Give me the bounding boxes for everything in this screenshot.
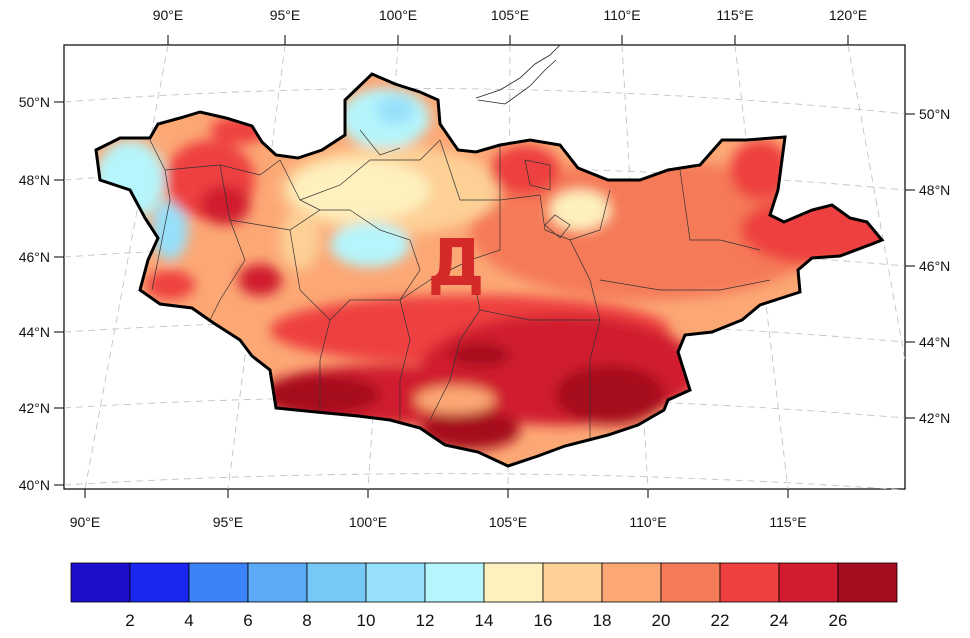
station-mark: Д xyxy=(428,227,485,301)
colorbar-swatch xyxy=(188,562,249,603)
bottom-lon-label: 115°E xyxy=(769,514,806,530)
right-lat-label: 42°N xyxy=(919,410,950,426)
top-lon-label: 105°E xyxy=(491,7,529,23)
bottom-lon-label: 110°E xyxy=(629,514,666,530)
colorbar-label: 18 xyxy=(593,611,612,630)
top-lon-label: 95°E xyxy=(270,7,301,23)
left-lat-label: 40°N xyxy=(19,477,50,493)
right-lat-label: 48°N xyxy=(919,182,950,198)
left-lat-label: 42°N xyxy=(19,400,50,416)
colorbar-label: 6 xyxy=(243,611,252,630)
bottom-lon-label: 100°E xyxy=(349,514,387,530)
right-latitude-axis: 50°N 48°N 46°N 44°N 42°N xyxy=(905,106,950,426)
colorbar-swatch xyxy=(247,562,308,603)
top-lon-label: 115°E xyxy=(716,7,753,23)
right-lat-label: 46°N xyxy=(919,258,950,274)
colorbar-label: 20 xyxy=(652,611,671,630)
colorbar-swatch xyxy=(601,562,662,603)
bottom-lon-label: 95°E xyxy=(213,514,244,530)
right-lat-label: 50°N xyxy=(919,106,950,122)
bottom-lon-label: 90°E xyxy=(70,514,101,530)
colorbar-swatch xyxy=(660,562,721,603)
top-lon-label: 110°E xyxy=(603,7,640,23)
province-boundaries xyxy=(149,129,771,440)
top-lon-label: 100°E xyxy=(379,7,417,23)
colorbar-swatch xyxy=(542,562,603,603)
right-lat-label: 44°N xyxy=(919,334,950,350)
colorbar-swatch xyxy=(424,562,485,603)
left-lat-label: 48°N xyxy=(19,172,50,188)
colorbar-swatch xyxy=(365,562,426,603)
colorbar-label: 24 xyxy=(770,611,789,630)
colorbar-swatch xyxy=(70,562,131,603)
colorbar-label: 10 xyxy=(357,611,376,630)
colorbar-label: 2 xyxy=(125,611,134,630)
left-lat-label: 46°N xyxy=(19,249,50,265)
left-lat-label: 44°N xyxy=(19,324,50,340)
colorbar-label: 22 xyxy=(711,611,730,630)
bottom-longitude-axis: 90°E 95°E 100°E 105°E 110°E 115°E xyxy=(70,489,807,530)
colorbar-swatch xyxy=(483,562,544,603)
colorbar-label: 16 xyxy=(534,611,553,630)
left-lat-label: 50°N xyxy=(19,94,50,110)
colorbar: 2 4 6 8 10 12 14 16 18 20 22 24 26 xyxy=(70,562,898,630)
neighbor-boundary-line xyxy=(475,44,561,105)
colorbar-label: 26 xyxy=(829,611,848,630)
colorbar-swatch xyxy=(778,562,839,603)
top-longitude-axis: 90°E 95°E 100°E 105°E 110°E 115°E 120°E xyxy=(153,7,867,45)
left-latitude-axis: 50°N 48°N 46°N 44°N 42°N 40°N xyxy=(19,94,64,493)
colorbar-swatch xyxy=(719,562,780,603)
top-lon-label: 120°E xyxy=(829,7,867,23)
colorbar-swatch xyxy=(306,562,367,603)
bottom-lon-label: 105°E xyxy=(489,514,527,530)
colorbar-label: 8 xyxy=(302,611,311,630)
colorbar-swatch xyxy=(837,562,898,603)
top-lon-label: 90°E xyxy=(153,7,184,23)
colorbar-swatch xyxy=(129,562,190,603)
colorbar-label: 14 xyxy=(475,611,494,630)
colorbar-label: 12 xyxy=(416,611,435,630)
colorbar-label: 4 xyxy=(184,611,193,630)
